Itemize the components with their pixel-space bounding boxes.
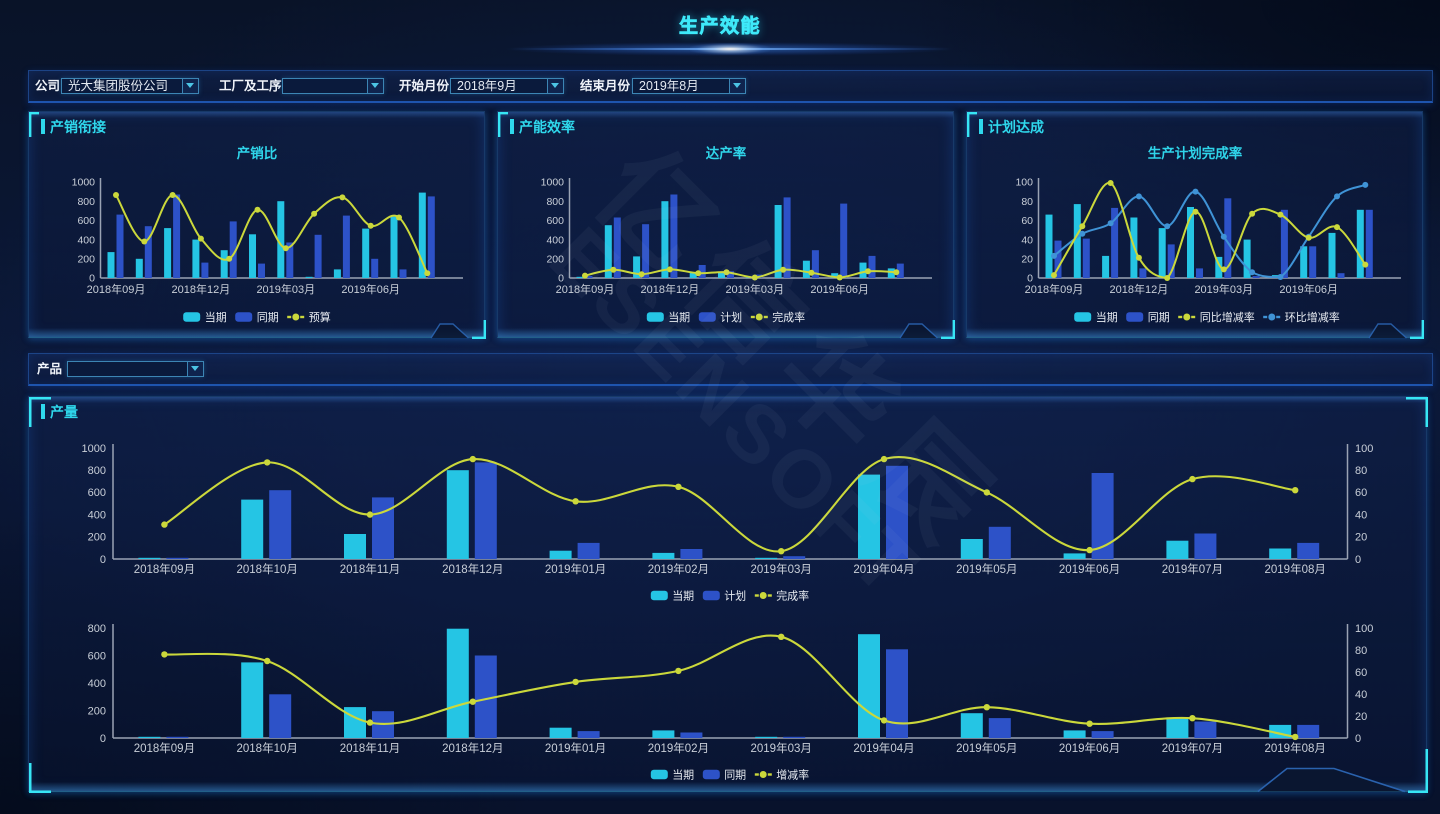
svg-text:2019年06月: 2019年06月 (810, 282, 869, 296)
svg-text:0: 0 (1027, 273, 1033, 285)
svg-text:预算: 预算 (309, 310, 331, 324)
svg-text:0: 0 (100, 733, 106, 745)
svg-text:2018年09月: 2018年09月 (1025, 282, 1084, 296)
svg-text:完成率: 完成率 (776, 589, 809, 603)
svg-text:2018年12月: 2018年12月 (641, 282, 700, 296)
svg-text:2019年06月: 2019年06月 (341, 282, 400, 296)
svg-text:40: 40 (1021, 234, 1033, 246)
svg-text:生产计划完成率: 生产计划完成率 (1148, 145, 1243, 161)
svg-text:2019年07月: 2019年07月 (1162, 562, 1223, 576)
svg-text:2019年01月: 2019年01月 (545, 741, 606, 755)
svg-text:800: 800 (546, 196, 564, 208)
svg-text:400: 400 (88, 509, 106, 521)
svg-text:2019年05月: 2019年05月 (956, 741, 1017, 755)
svg-text:2019年03月: 2019年03月 (725, 282, 784, 296)
svg-text:2019年06月: 2019年06月 (1059, 741, 1120, 755)
svg-text:800: 800 (88, 623, 106, 635)
svg-text:20: 20 (1355, 532, 1367, 544)
svg-text:2018年12月: 2018年12月 (1110, 282, 1169, 296)
svg-text:2018年11月: 2018年11月 (340, 741, 401, 755)
svg-text:2019年06月: 2019年06月 (1059, 562, 1120, 576)
svg-text:2019年03月: 2019年03月 (751, 562, 812, 576)
svg-text:80: 80 (1021, 196, 1033, 208)
svg-text:100: 100 (1015, 177, 1033, 189)
svg-text:20: 20 (1355, 711, 1367, 723)
svg-text:当期: 当期 (672, 768, 694, 782)
svg-text:达产率: 达产率 (706, 145, 747, 161)
svg-text:完成率: 完成率 (772, 310, 805, 324)
svg-text:800: 800 (88, 465, 106, 477)
svg-text:20: 20 (1021, 254, 1033, 266)
svg-text:计划: 计划 (724, 590, 746, 603)
svg-text:2019年02月: 2019年02月 (648, 741, 709, 755)
svg-text:400: 400 (88, 678, 106, 690)
svg-text:0: 0 (558, 273, 564, 285)
svg-text:0: 0 (1355, 733, 1361, 745)
svg-text:80: 80 (1355, 465, 1367, 477)
svg-text:当期: 当期 (1096, 310, 1118, 324)
svg-text:200: 200 (546, 254, 564, 266)
svg-text:40: 40 (1355, 509, 1367, 521)
svg-text:80: 80 (1355, 645, 1367, 657)
svg-text:0: 0 (1355, 554, 1361, 566)
svg-text:2019年06月: 2019年06月 (1279, 282, 1338, 296)
svg-text:800: 800 (77, 196, 95, 208)
svg-text:600: 600 (88, 487, 106, 499)
svg-text:1000: 1000 (72, 177, 96, 189)
svg-text:产销比: 产销比 (237, 145, 278, 161)
svg-text:400: 400 (77, 234, 95, 246)
svg-text:同期: 同期 (724, 769, 746, 782)
svg-text:同比增减率: 同比增减率 (1200, 310, 1255, 324)
svg-text:2019年03月: 2019年03月 (751, 741, 812, 755)
svg-text:1000: 1000 (541, 177, 565, 189)
svg-text:100: 100 (1355, 443, 1373, 455)
svg-text:2019年04月: 2019年04月 (853, 741, 914, 755)
svg-text:2018年10月: 2018年10月 (237, 741, 298, 755)
svg-text:2019年08月: 2019年08月 (1265, 562, 1326, 576)
svg-text:60: 60 (1021, 215, 1033, 227)
svg-text:200: 200 (88, 532, 106, 544)
svg-text:同期: 同期 (1148, 311, 1170, 324)
svg-text:增减率: 增减率 (776, 768, 809, 782)
svg-text:2018年09月: 2018年09月 (134, 741, 195, 755)
svg-text:2018年09月: 2018年09月 (87, 282, 146, 296)
svg-text:600: 600 (546, 215, 564, 227)
svg-text:200: 200 (88, 705, 106, 717)
svg-text:40: 40 (1355, 689, 1367, 701)
svg-text:2018年12月: 2018年12月 (172, 282, 231, 296)
svg-text:60: 60 (1355, 487, 1367, 499)
svg-text:100: 100 (1355, 623, 1373, 635)
svg-text:2019年01月: 2019年01月 (545, 562, 606, 576)
svg-text:2018年11月: 2018年11月 (340, 562, 401, 576)
svg-text:1000: 1000 (82, 443, 106, 455)
svg-text:2018年10月: 2018年10月 (237, 562, 298, 576)
svg-text:当期: 当期 (672, 589, 694, 603)
svg-text:2019年03月: 2019年03月 (256, 282, 315, 296)
svg-text:2018年09月: 2018年09月 (556, 282, 615, 296)
svg-text:400: 400 (546, 234, 564, 246)
svg-text:当期: 当期 (668, 310, 690, 324)
svg-text:0: 0 (100, 554, 106, 566)
svg-text:200: 200 (77, 254, 95, 266)
svg-text:2019年02月: 2019年02月 (648, 562, 709, 576)
svg-text:2018年12月: 2018年12月 (442, 741, 503, 755)
svg-text:2019年07月: 2019年07月 (1162, 741, 1223, 755)
svg-text:2019年03月: 2019年03月 (1194, 282, 1253, 296)
svg-text:2019年05月: 2019年05月 (956, 562, 1017, 576)
svg-text:2018年12月: 2018年12月 (442, 562, 503, 576)
svg-text:0: 0 (89, 273, 95, 285)
svg-text:2019年04月: 2019年04月 (853, 562, 914, 576)
svg-text:600: 600 (77, 215, 95, 227)
svg-text:计划: 计划 (720, 311, 742, 324)
svg-text:2018年09月: 2018年09月 (134, 562, 195, 576)
svg-text:600: 600 (88, 650, 106, 662)
svg-text:环比增减率: 环比增减率 (1285, 310, 1340, 324)
svg-text:当期: 当期 (205, 310, 227, 324)
svg-text:60: 60 (1355, 667, 1367, 679)
svg-text:2019年08月: 2019年08月 (1265, 741, 1326, 755)
svg-text:同期: 同期 (257, 311, 279, 324)
